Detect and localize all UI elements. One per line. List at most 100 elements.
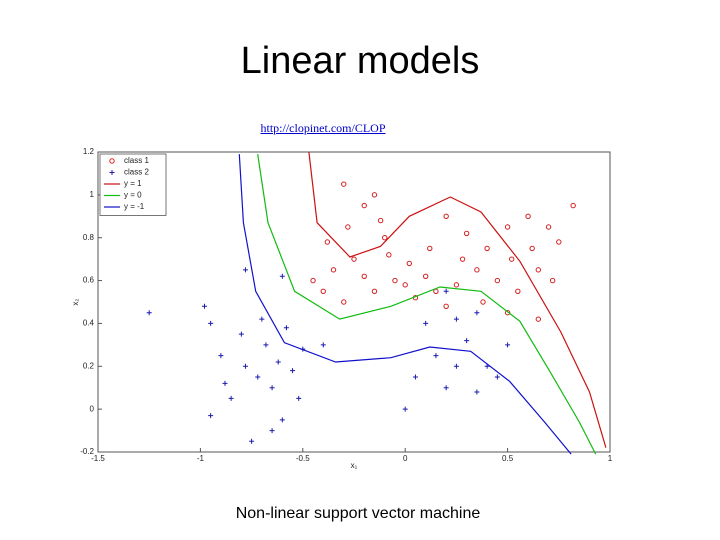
point xyxy=(406,260,412,267)
point xyxy=(535,316,542,322)
point xyxy=(371,192,378,198)
point xyxy=(377,217,384,224)
point xyxy=(259,316,265,322)
point xyxy=(545,224,552,230)
point xyxy=(296,395,302,401)
point xyxy=(443,303,449,309)
legend-box xyxy=(99,153,167,216)
point xyxy=(504,224,511,230)
point xyxy=(474,310,480,316)
caption: Non-linear support vector machine xyxy=(235,505,481,522)
y-tick-label: 0.4 xyxy=(83,319,95,328)
point xyxy=(222,380,228,386)
point xyxy=(361,202,367,209)
point xyxy=(283,325,289,331)
point xyxy=(341,299,347,305)
point xyxy=(453,316,459,322)
point xyxy=(508,256,515,262)
point xyxy=(453,282,460,288)
x-tick-label: 0.5 xyxy=(502,454,514,463)
point xyxy=(263,342,269,348)
point xyxy=(433,353,439,359)
slide-title: Linear models xyxy=(240,40,480,82)
legend-label: y = -1 xyxy=(124,202,145,211)
contour-line xyxy=(308,151,607,448)
plot-frame xyxy=(97,151,611,453)
x-tick-label: 1 xyxy=(608,454,613,463)
point xyxy=(386,252,392,258)
x-tick-label: -1 xyxy=(197,454,205,463)
source-link[interactable]: http://clopinet.com/CLOP xyxy=(260,121,386,135)
point xyxy=(525,213,531,219)
point xyxy=(443,288,449,294)
point xyxy=(255,374,261,380)
point xyxy=(238,331,244,337)
point xyxy=(208,320,214,326)
point xyxy=(463,230,470,237)
legend-label: y = 0 xyxy=(124,191,142,200)
y-tick-label: 0.8 xyxy=(83,233,95,242)
point xyxy=(504,310,511,316)
x-axis-label: x₁ xyxy=(351,461,358,470)
point xyxy=(402,406,408,412)
point xyxy=(480,299,486,305)
point xyxy=(402,282,408,288)
x-tick-label: -0.5 xyxy=(296,454,310,463)
point xyxy=(459,256,466,262)
point xyxy=(484,245,490,252)
point xyxy=(228,395,234,401)
point xyxy=(382,235,388,241)
point xyxy=(422,273,429,279)
y-tick-label: 1 xyxy=(90,190,95,199)
legend-swatch xyxy=(109,158,115,164)
point xyxy=(146,310,152,316)
point xyxy=(345,224,351,230)
point xyxy=(242,267,248,273)
point xyxy=(515,288,521,294)
legend-swatch xyxy=(109,170,115,175)
x-tick-label: 0 xyxy=(403,454,408,463)
point xyxy=(443,213,449,219)
point xyxy=(290,368,296,374)
point xyxy=(201,303,207,309)
point xyxy=(427,245,433,252)
point xyxy=(570,202,576,209)
point xyxy=(371,288,378,294)
x-tick-label: -1.5 xyxy=(91,454,105,463)
y-tick-label: -0.2 xyxy=(80,447,94,456)
point xyxy=(392,277,398,284)
point xyxy=(556,239,562,245)
point xyxy=(208,413,214,419)
point xyxy=(330,267,337,273)
point xyxy=(351,256,357,262)
point xyxy=(249,438,255,444)
point xyxy=(474,389,480,395)
point xyxy=(279,417,285,423)
point xyxy=(443,385,449,391)
point xyxy=(324,239,331,245)
point xyxy=(494,374,500,380)
point xyxy=(218,353,224,359)
legend-label: class 2 xyxy=(124,168,149,177)
point xyxy=(275,359,281,365)
point xyxy=(474,267,480,273)
point xyxy=(412,374,418,380)
point xyxy=(310,277,316,284)
point xyxy=(423,320,429,326)
point xyxy=(549,277,556,284)
point xyxy=(269,385,275,391)
point xyxy=(361,273,367,279)
point xyxy=(320,288,326,294)
contour-line xyxy=(238,154,572,455)
y-tick-label: 0 xyxy=(90,404,95,413)
contour-line xyxy=(257,154,597,455)
point xyxy=(494,277,501,284)
point xyxy=(341,181,347,187)
point xyxy=(535,267,542,273)
legend-label: y = 1 xyxy=(124,179,142,188)
point xyxy=(279,273,285,279)
y-tick-label: 0.2 xyxy=(83,361,95,370)
point xyxy=(453,363,459,369)
